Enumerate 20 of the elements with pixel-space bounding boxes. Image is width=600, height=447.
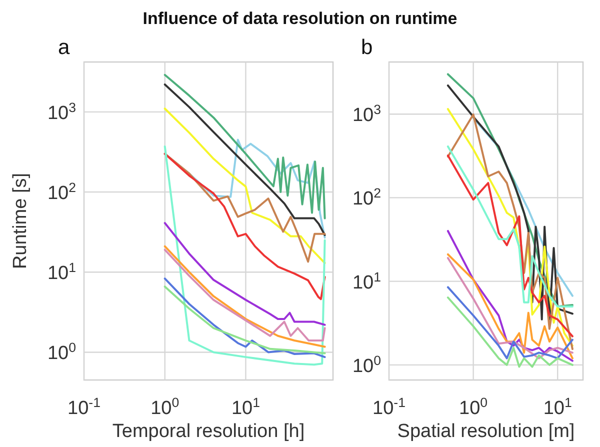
chart-subtitle: a bbox=[58, 36, 70, 59]
x-tick-label: 10$^{-1}$ bbox=[372, 394, 406, 419]
x-tick-label: 10$^{0}$ bbox=[150, 394, 180, 419]
x-tick-label: 10$^{1}$ bbox=[543, 394, 572, 419]
y-tick-label: 10$^{2}$ bbox=[352, 185, 381, 210]
y-tick-label: 10$^{1}$ bbox=[47, 260, 76, 284]
y-tick-label: 10$^{3}$ bbox=[47, 99, 76, 124]
y-tick-label: 10$^{2}$ bbox=[47, 180, 76, 204]
x-axis-title: Spatial resolution [m] bbox=[397, 421, 575, 442]
chart-title: b bbox=[361, 36, 373, 59]
x-tick-label: 10$^{0}$ bbox=[459, 394, 488, 419]
chart-title: Influence of data resolution on runtime bbox=[142, 9, 458, 28]
x-axis-title: Temporal resolution [h] bbox=[112, 421, 305, 442]
y-tick-label: 10$^{3}$ bbox=[352, 102, 381, 126]
x-tick-label: 10$^{-1}$ bbox=[68, 394, 100, 419]
y-tick-label: 10$^{1}$ bbox=[352, 268, 381, 294]
x-tick-label: 10$^{1}$ bbox=[231, 394, 260, 419]
y-tick-label: 10$^{0}$ bbox=[47, 340, 76, 364]
y-tick-label: 10$^{0}$ bbox=[352, 352, 381, 377]
y-axis-title: Runtime [s] bbox=[10, 172, 31, 270]
